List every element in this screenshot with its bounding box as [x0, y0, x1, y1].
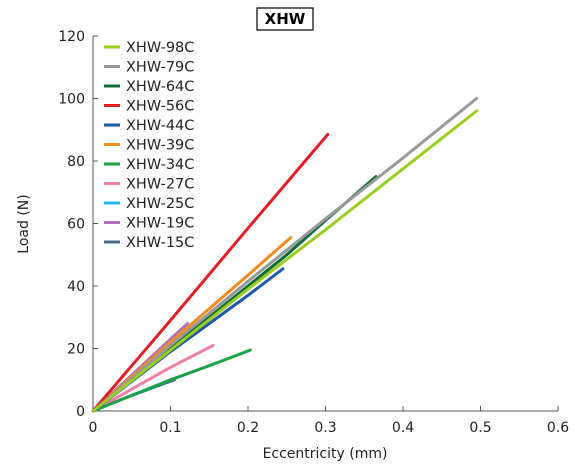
y-tick-label: 100	[58, 92, 85, 108]
chart-title-box	[256, 7, 314, 31]
y-axis-title: Load (N)	[16, 194, 32, 253]
y-tick-label: 80	[67, 154, 85, 170]
y-tick-label: 0	[76, 404, 85, 420]
legend-label-xhw-79c: XHW-79C	[126, 60, 194, 76]
x-tick-label: 0.5	[469, 420, 491, 436]
legend-label-xhw-39c: XHW-39C	[126, 138, 194, 154]
x-tick-label: 0.1	[159, 420, 181, 436]
legend: XHW-98C XHW-79C XHW-64C XHW-56C XHW-44C XHW-3…	[104, 40, 194, 251]
series-line-xhw-79c	[91, 97, 479, 413]
series-line-xhw-98c	[91, 109, 479, 413]
legend-label-xhw-56c: XHW-56C	[126, 99, 194, 115]
chart-title: XHW	[265, 10, 306, 28]
series-line-xhw-34c	[91, 348, 252, 413]
y-tick-label: 40	[67, 279, 85, 295]
series-line-xhw-56c	[91, 132, 330, 413]
legend-label-xhw-27c: XHW-27C	[126, 177, 194, 193]
x-tick-label: 0.2	[237, 420, 259, 436]
y-tick-label: 60	[67, 217, 85, 233]
x-tick-label: 0	[89, 420, 98, 436]
legend-label-xhw-19c: XHW-19C	[126, 216, 194, 232]
chart-title-group: XHW	[256, 7, 314, 31]
x-tick-label: 0.3	[314, 420, 336, 436]
legend-label-xhw-98c: XHW-98C	[126, 40, 194, 56]
series-line-xhw-27c	[91, 343, 215, 413]
y-tick-label: 20	[67, 342, 85, 358]
series-lines	[91, 97, 479, 413]
legend-label-xhw-25c: XHW-25C	[126, 196, 194, 212]
y-tick-label: 120	[58, 29, 85, 45]
legend-label-xhw-34c: XHW-34C	[126, 157, 194, 173]
x-tick-label: 0.6	[547, 420, 569, 436]
x-tick-label: 0.4	[392, 420, 414, 436]
legend-label-xhw-64c: XHW-64C	[126, 79, 194, 95]
legend-label-xhw-15c: XHW-15C	[126, 235, 194, 251]
legend-label-xhw-44c: XHW-44C	[126, 118, 194, 134]
x-axis-title: Eccentricity (mm)	[263, 446, 388, 462]
